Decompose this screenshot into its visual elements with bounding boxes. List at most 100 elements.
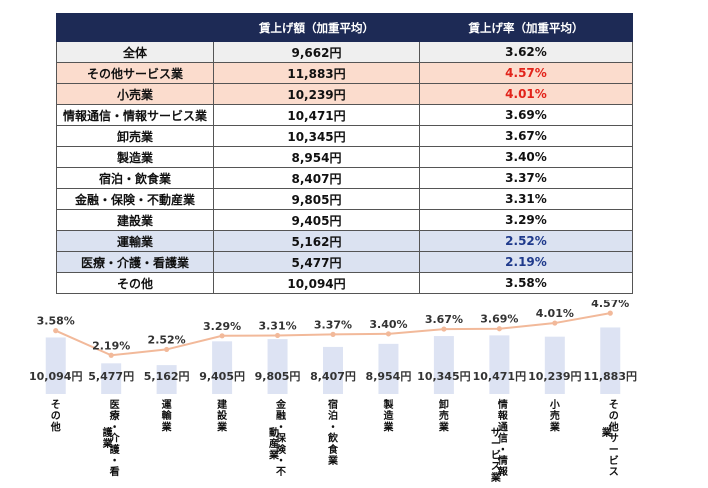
svg-text:業: 業 bbox=[438, 420, 450, 433]
rate-cell: 3.37% bbox=[419, 167, 633, 189]
svg-text:建: 建 bbox=[216, 398, 228, 411]
svg-text:・: ・ bbox=[276, 422, 286, 433]
table-row: その他サービス業 11,883円 4.57% bbox=[56, 62, 633, 84]
rate-point bbox=[108, 352, 114, 358]
svg-text:他: 他 bbox=[50, 420, 61, 433]
bar bbox=[600, 327, 621, 394]
rate-data-label: 3.69% bbox=[480, 313, 518, 326]
svg-text:動: 動 bbox=[269, 426, 279, 439]
svg-text:業: 業 bbox=[490, 471, 502, 484]
svg-text:業: 業 bbox=[102, 437, 114, 450]
rate-data-label: 3.40% bbox=[369, 318, 407, 331]
amount-data-label: 11,883円 bbox=[584, 370, 637, 383]
category-tick-label: 運輸業 bbox=[161, 399, 173, 433]
industry-cell: 卸売業 bbox=[56, 125, 214, 147]
category-tick-label: 製造業 bbox=[382, 398, 394, 433]
svg-text:業: 業 bbox=[161, 420, 173, 433]
svg-text:サ: サ bbox=[609, 433, 619, 445]
rate-cell: 3.58% bbox=[419, 272, 633, 294]
svg-text:ビ: ビ bbox=[491, 448, 501, 461]
amount-data-label: 5,162円 bbox=[144, 370, 190, 383]
rate-data-label: 2.19% bbox=[92, 339, 130, 352]
rate-point bbox=[274, 332, 281, 339]
category-tick-label: 金融・保険・不動産業 bbox=[268, 398, 287, 478]
svg-text:小: 小 bbox=[549, 398, 560, 411]
rate-data-label: 3.31% bbox=[258, 319, 296, 332]
rate-data-label: 2.52% bbox=[148, 333, 186, 346]
table-row: 運輸業 5,162円 2.52% bbox=[56, 230, 633, 252]
wage-chart: 3.58% 2.19% 2.52% 3.29% 3.31% 3.37% 3.40% 3.67%… bbox=[29, 300, 637, 484]
svg-text:産: 産 bbox=[269, 437, 279, 450]
rate-point bbox=[219, 333, 225, 339]
table-row: 宿泊・飲食業 8,407円 3.37% bbox=[56, 167, 633, 189]
svg-text:そ: そ bbox=[609, 399, 619, 411]
industry-cell: 宿泊・飲食業 bbox=[56, 167, 214, 189]
amount-cell: 9,405円 bbox=[213, 209, 420, 231]
table-row: 金融・保険・不動産業 9,805円 3.31% bbox=[56, 188, 633, 210]
rate-data-label: 3.58% bbox=[37, 315, 75, 328]
svg-text:売: 売 bbox=[550, 409, 560, 422]
wage-increase-table: 賃上げ額（加重平均） 賃上げ率（加重平均） 全体 9,662円 3.62% その他サー… bbox=[56, 13, 633, 294]
amount-data-label: 10,345円 bbox=[417, 370, 470, 383]
svg-text:業: 業 bbox=[382, 420, 394, 433]
rate-point bbox=[330, 331, 336, 337]
bar bbox=[156, 365, 177, 394]
category-tick-label: 医療・介護・看護業 bbox=[102, 399, 121, 478]
table-row: 小売業 10,239円 4.01% bbox=[56, 83, 633, 105]
industry-cell: その他 bbox=[56, 272, 214, 294]
table-row: 医療・介護・看護業 5,477円 2.19% bbox=[56, 251, 633, 273]
svg-text:運: 運 bbox=[162, 399, 172, 411]
table-body: 全体 9,662円 3.62% その他サービス業 11,883円 4.57% 小売業 10,2… bbox=[56, 41, 633, 294]
amount-cell: 10,345円 bbox=[213, 125, 420, 147]
svg-text:・: ・ bbox=[110, 456, 120, 467]
rate-cell: 3.67% bbox=[419, 125, 633, 147]
svg-text:輸: 輸 bbox=[162, 409, 173, 422]
svg-text:泊: 泊 bbox=[328, 409, 338, 422]
header-industry bbox=[56, 13, 214, 42]
svg-text:サ: サ bbox=[491, 427, 501, 439]
table-header-row: 賃上げ額（加重平均） 賃上げ率（加重平均） bbox=[56, 13, 633, 42]
bar bbox=[323, 346, 343, 394]
amount-cell: 10,094円 bbox=[213, 272, 420, 294]
table-row: 製造業 8,954円 3.40% bbox=[56, 146, 633, 168]
svg-text:業: 業 bbox=[268, 448, 280, 461]
rate-data-label: 3.37% bbox=[314, 318, 352, 331]
amount-cell: 8,954円 bbox=[213, 146, 420, 168]
svg-text:護: 護 bbox=[110, 443, 121, 456]
svg-text:信: 信 bbox=[498, 432, 508, 445]
svg-text:売: 売 bbox=[439, 409, 449, 422]
rate-cell: 4.01% bbox=[419, 83, 633, 105]
svg-text:業: 業 bbox=[549, 420, 561, 433]
amount-data-label: 10,471円 bbox=[473, 370, 526, 383]
rate-cell: 3.69% bbox=[419, 104, 633, 126]
bar bbox=[45, 337, 66, 394]
header-amount: 賃上げ額（加重平均） bbox=[213, 13, 420, 42]
rate-data-label: 4.01% bbox=[536, 307, 574, 320]
bar bbox=[212, 341, 233, 394]
rate-cell: 3.40% bbox=[419, 146, 633, 168]
rate-data-label: 3.29% bbox=[203, 320, 241, 333]
svg-text:医: 医 bbox=[110, 399, 120, 411]
category-tick-label: 情報通信・情報サービス業 bbox=[490, 398, 509, 484]
rate-cell: 3.62% bbox=[419, 41, 633, 63]
svg-text:の: の bbox=[51, 411, 61, 422]
amount-data-label: 10,239円 bbox=[528, 370, 581, 383]
bar bbox=[489, 335, 510, 394]
amount-data-label: 9,805円 bbox=[255, 370, 301, 383]
industry-cell: 運輸業 bbox=[56, 230, 214, 252]
table-row: 建設業 9,405円 3.29% bbox=[56, 209, 633, 231]
svg-text:報: 報 bbox=[498, 409, 509, 422]
rate-point bbox=[607, 310, 613, 316]
bar bbox=[544, 336, 565, 394]
industry-cell: 金融・保険・不動産業 bbox=[56, 188, 214, 210]
industry-cell: 小売業 bbox=[56, 83, 214, 105]
svg-text:療: 療 bbox=[110, 409, 120, 422]
category-tick-label: 小売業 bbox=[549, 398, 561, 433]
svg-text:業: 業 bbox=[216, 420, 228, 433]
svg-text:通: 通 bbox=[498, 421, 508, 433]
amount-data-label: 8,407円 bbox=[310, 370, 356, 383]
svg-text:ー: ー bbox=[609, 445, 619, 456]
rate-point bbox=[552, 320, 558, 326]
category-tick-label: その他サービス 業 bbox=[601, 399, 619, 478]
svg-text:金: 金 bbox=[275, 398, 287, 411]
